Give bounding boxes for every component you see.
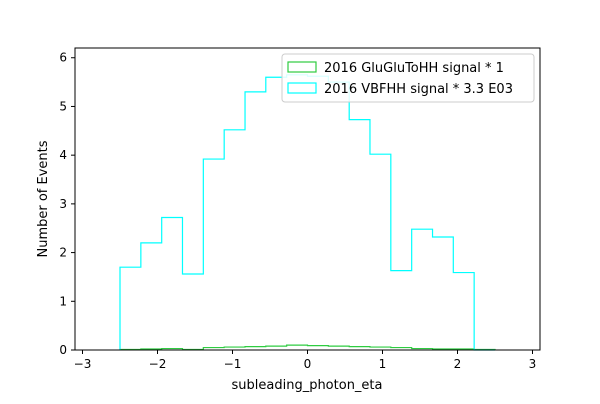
y-tick-label: 2 <box>59 246 67 260</box>
legend-swatch-vbf <box>287 82 317 94</box>
y-tick-label: 1 <box>59 294 67 308</box>
x-tick-label: 1 <box>379 357 387 371</box>
series-line-vbf <box>119 74 495 351</box>
x-tick-label: 0 <box>304 357 312 371</box>
x-tick-label: −2 <box>149 357 167 371</box>
y-tick-label: 4 <box>59 148 67 162</box>
x-tick-label: −1 <box>224 357 242 371</box>
legend-label-gluglu: 2016 GluGluToHH signal * 1 <box>324 61 504 76</box>
y-tick-label: 3 <box>59 197 67 211</box>
x-axis-label: subleading_photon_eta <box>232 378 383 393</box>
legend-label-vbf: 2016 VBFHH signal * 3.3 E03 <box>324 82 513 97</box>
x-axis-ticks: −3 −2 −1 0 1 2 3 <box>74 350 537 371</box>
y-axis-label: Number of Events <box>36 140 51 257</box>
legend-swatch-gluglu <box>287 61 317 73</box>
y-axis-ticks: 0 1 2 3 4 5 6 <box>59 51 75 357</box>
x-tick-label: 2 <box>454 357 462 371</box>
y-tick-label: 5 <box>59 99 67 113</box>
y-tick-label: 0 <box>59 343 67 357</box>
legend-frame <box>281 53 535 103</box>
x-tick-label: 3 <box>529 357 537 371</box>
y-tick-label: 6 <box>59 51 67 65</box>
plot-area <box>119 74 496 351</box>
series-line-gluglu <box>119 344 496 351</box>
legend: 2016 GluGluToHH signal * 1 2016 VBFHH sig… <box>281 53 535 103</box>
x-tick-label: −3 <box>74 357 92 371</box>
